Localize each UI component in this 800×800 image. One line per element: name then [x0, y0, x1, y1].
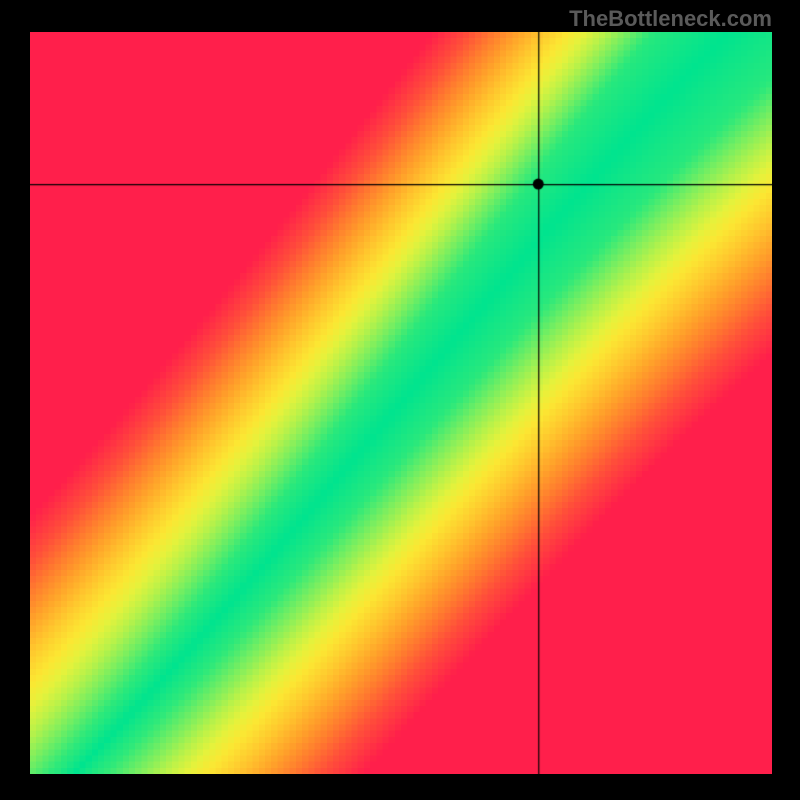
- chart-container: TheBottleneck.com: [0, 0, 800, 800]
- watermark-text: TheBottleneck.com: [569, 6, 772, 32]
- crosshair-overlay: [30, 32, 772, 774]
